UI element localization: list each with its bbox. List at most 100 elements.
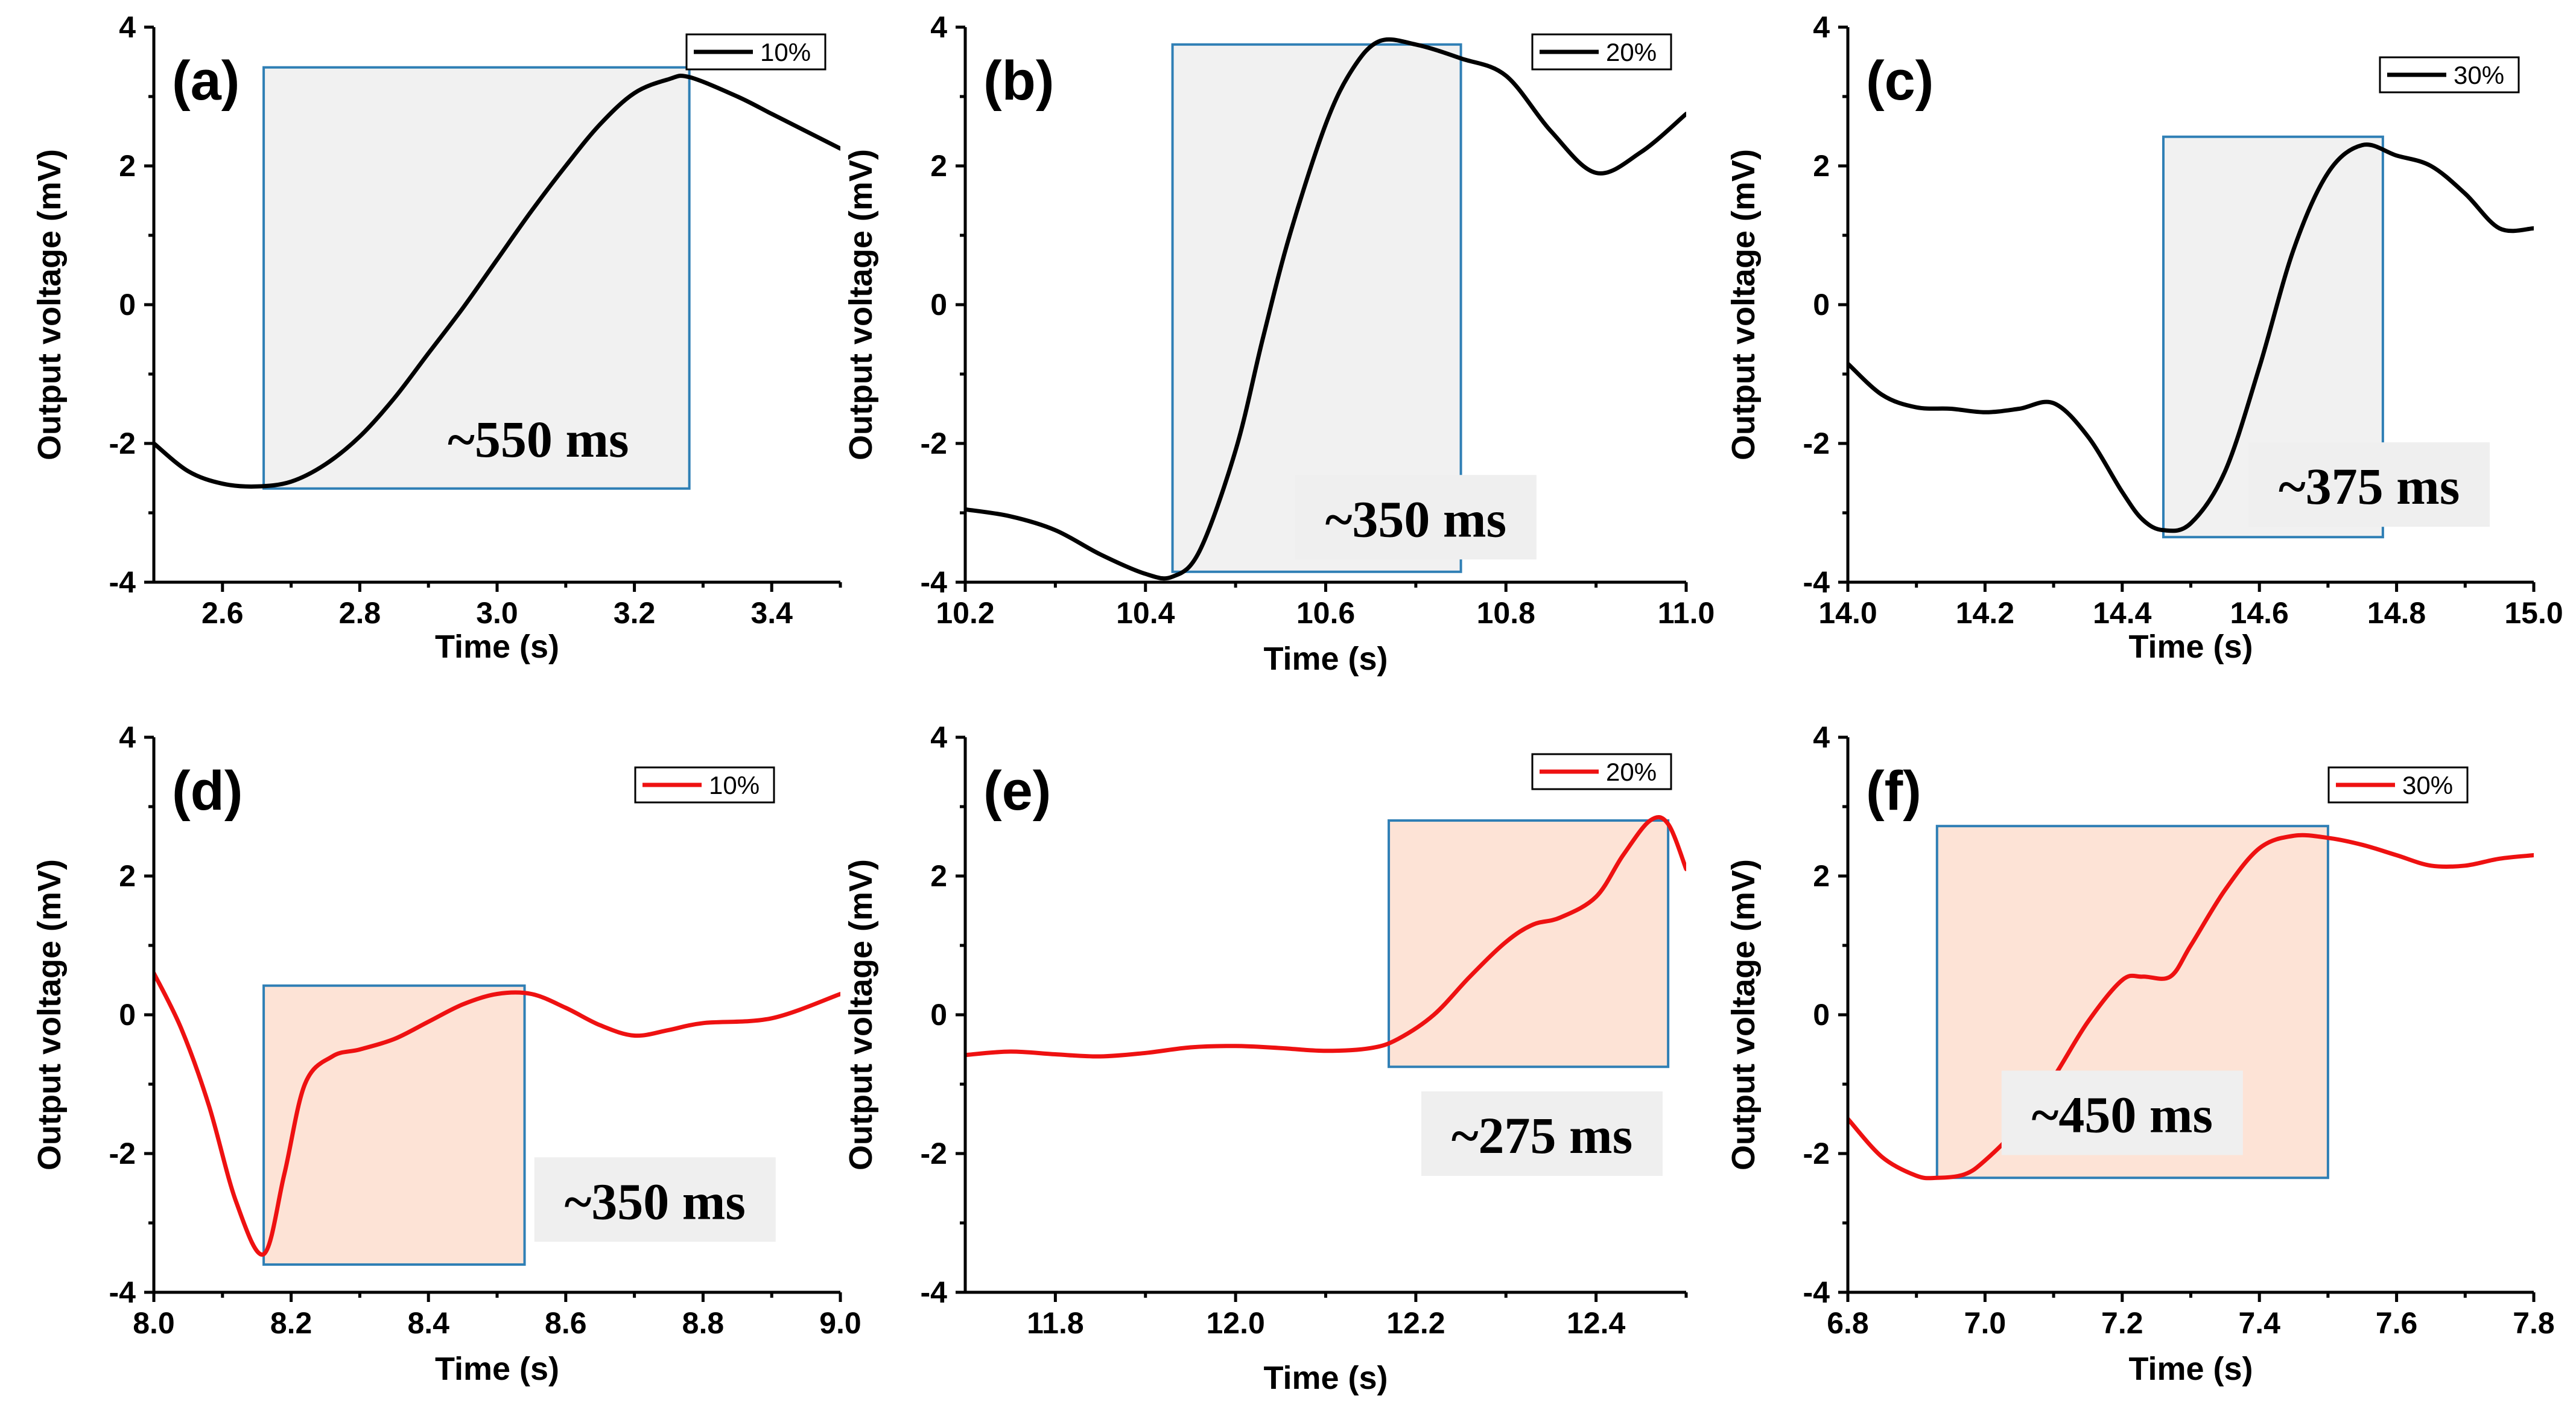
y-tick-label: 0 [930, 288, 947, 322]
x-tick-label: 7.4 [2238, 1306, 2280, 1340]
x-axis-title: Time (s) [435, 1351, 559, 1387]
series-line-0 [965, 37, 1686, 581]
annotation-box [534, 1157, 776, 1242]
y-tick-label: 4 [930, 10, 947, 44]
legend-label: 30% [2402, 771, 2453, 799]
y-tick-label: 2 [119, 859, 136, 893]
duration-annotation: ~550 ms [448, 410, 629, 468]
y-tick-label: -4 [1803, 565, 1830, 599]
x-tick-label: 8.4 [407, 1306, 449, 1340]
x-tick-label: 14.8 [2367, 596, 2426, 630]
y-tick-label: -4 [109, 565, 136, 599]
x-tick-label: 7.8 [2513, 1306, 2555, 1340]
y-tick-label: 4 [119, 10, 136, 44]
panel-label: (c) [1866, 50, 1934, 112]
x-tick-label: 14.6 [2230, 596, 2289, 630]
series-line-0 [1848, 142, 2534, 533]
x-tick-label: 3.0 [476, 596, 518, 630]
panel-a: 2.6 2.8 3.0 3.2 3.4 -4 -2 0 2 4 Time (s) Output vol… [31, 10, 842, 665]
x-tick-label: 2.6 [201, 596, 244, 630]
y-axis-title: Output voltage (mV) [843, 859, 879, 1170]
duration-annotation: ~350 ms [534, 1157, 776, 1242]
y-tick-label: 0 [1813, 288, 1830, 322]
panel-b: 10.2 10.4 10.6 10.8 11.0 -4 -2 0 2 4 Time (s) Outpu… [843, 10, 1715, 677]
annotation-text: ~350 ms [1325, 490, 1506, 548]
highlight-region [262, 66, 691, 490]
x-tick-label: 12.0 [1206, 1306, 1264, 1340]
panel-label: (d) [172, 760, 243, 822]
series-line-0 [154, 74, 840, 489]
x-axis-title: Time (s) [2128, 1351, 2253, 1387]
x-tick-label: 10.6 [1296, 596, 1355, 630]
y-tick-label: -4 [109, 1275, 136, 1309]
y-axis-title: Output voltage (mV) [843, 149, 879, 460]
x-tick-label: 3.2 [614, 596, 656, 630]
y-tick-label: -4 [921, 565, 948, 599]
x-tick-label: 15.0 [2504, 596, 2563, 630]
panel-d: 8.0 8.2 8.4 8.6 8.8 9.0 -4 -2 0 2 4 Time (s) Output … [31, 720, 861, 1387]
annotation-text: ~275 ms [1451, 1106, 1632, 1164]
panel-label: (a) [172, 50, 240, 112]
x-tick-label: 6.8 [1827, 1306, 1869, 1340]
x-tick-label: 10.2 [936, 596, 994, 630]
x-tick-label: 7.2 [2101, 1306, 2143, 1340]
y-tick-label: 0 [119, 288, 136, 322]
legend-label: 20% [1606, 38, 1657, 66]
panel-label: (f) [1866, 760, 1921, 822]
x-tick-label: 14.2 [1956, 596, 2014, 630]
x-axis-title: Time (s) [435, 629, 559, 665]
duration-annotation: ~450 ms [2001, 1070, 2243, 1155]
y-tick-label: 0 [930, 998, 947, 1032]
x-tick-label: 7.0 [1964, 1306, 2007, 1340]
x-tick-label: 8.2 [270, 1306, 312, 1340]
y-tick-label: 0 [1813, 998, 1830, 1032]
y-tick-label: -2 [1803, 427, 1830, 460]
annotation-box [2248, 442, 2490, 527]
legend: 30% [2327, 766, 2469, 804]
x-tick-label: 9.0 [819, 1306, 861, 1340]
y-tick-label: 2 [930, 859, 947, 893]
y-axis-title: Output voltage (mV) [1725, 149, 1762, 460]
legend-label: 30% [2454, 61, 2504, 89]
legend: 10% [634, 766, 775, 804]
annotation-text: ~550 ms [448, 410, 629, 468]
x-tick-label: 12.2 [1386, 1306, 1445, 1340]
x-tick-label: 10.4 [1116, 596, 1175, 630]
y-axis-title: Output voltage (mV) [1725, 859, 1762, 1170]
panel-e: 11.8 12.0 12.2 12.4 -4 -2 0 2 4 Time (s) Output vo… [843, 720, 1688, 1396]
y-axis-title: Output voltage (mV) [31, 859, 68, 1170]
x-tick-label: 14.0 [1818, 596, 1877, 630]
highlight-region [1388, 819, 1670, 1068]
y-tick-label: -2 [1803, 1137, 1830, 1170]
annotation-text: ~450 ms [2032, 1086, 2213, 1144]
y-tick-label: -2 [921, 427, 947, 460]
x-tick-label: 14.4 [2093, 596, 2152, 630]
x-tick-label: 10.8 [1477, 596, 1535, 630]
y-tick-label: 0 [119, 998, 136, 1032]
x-tick-label: 2.8 [339, 596, 381, 630]
legend-label: 10% [760, 38, 811, 66]
duration-annotation: ~350 ms [1295, 475, 1537, 560]
y-tick-label: 4 [930, 720, 947, 754]
panel-f: 6.8 7.0 7.2 7.4 7.6 7.8 -4 -2 0 2 4 Time (s) Output … [1725, 720, 2555, 1387]
legend-label: 10% [709, 771, 760, 799]
x-tick-label: 3.4 [750, 596, 793, 630]
y-tick-label: 2 [119, 149, 136, 183]
y-tick-label: -4 [1803, 1275, 1830, 1309]
legend: 20% [1531, 753, 1672, 790]
x-tick-label: 11.0 [1658, 596, 1715, 630]
x-tick-label: 8.6 [545, 1306, 587, 1340]
highlight-region [262, 984, 526, 1266]
y-tick-label: 4 [1813, 720, 1830, 754]
x-tick-label: 11.8 [1027, 1306, 1084, 1340]
x-axis-title: Time (s) [1263, 1360, 1388, 1396]
y-tick-label: -4 [921, 1275, 948, 1309]
y-tick-label: 2 [930, 149, 947, 183]
annotation-box [1421, 1091, 1663, 1176]
y-axis-title: Output voltage (mV) [31, 149, 68, 460]
y-tick-label: 4 [119, 720, 136, 754]
x-axis-title: Time (s) [2128, 629, 2253, 665]
annotation-box [1295, 475, 1537, 560]
panel-label: (b) [983, 50, 1054, 112]
